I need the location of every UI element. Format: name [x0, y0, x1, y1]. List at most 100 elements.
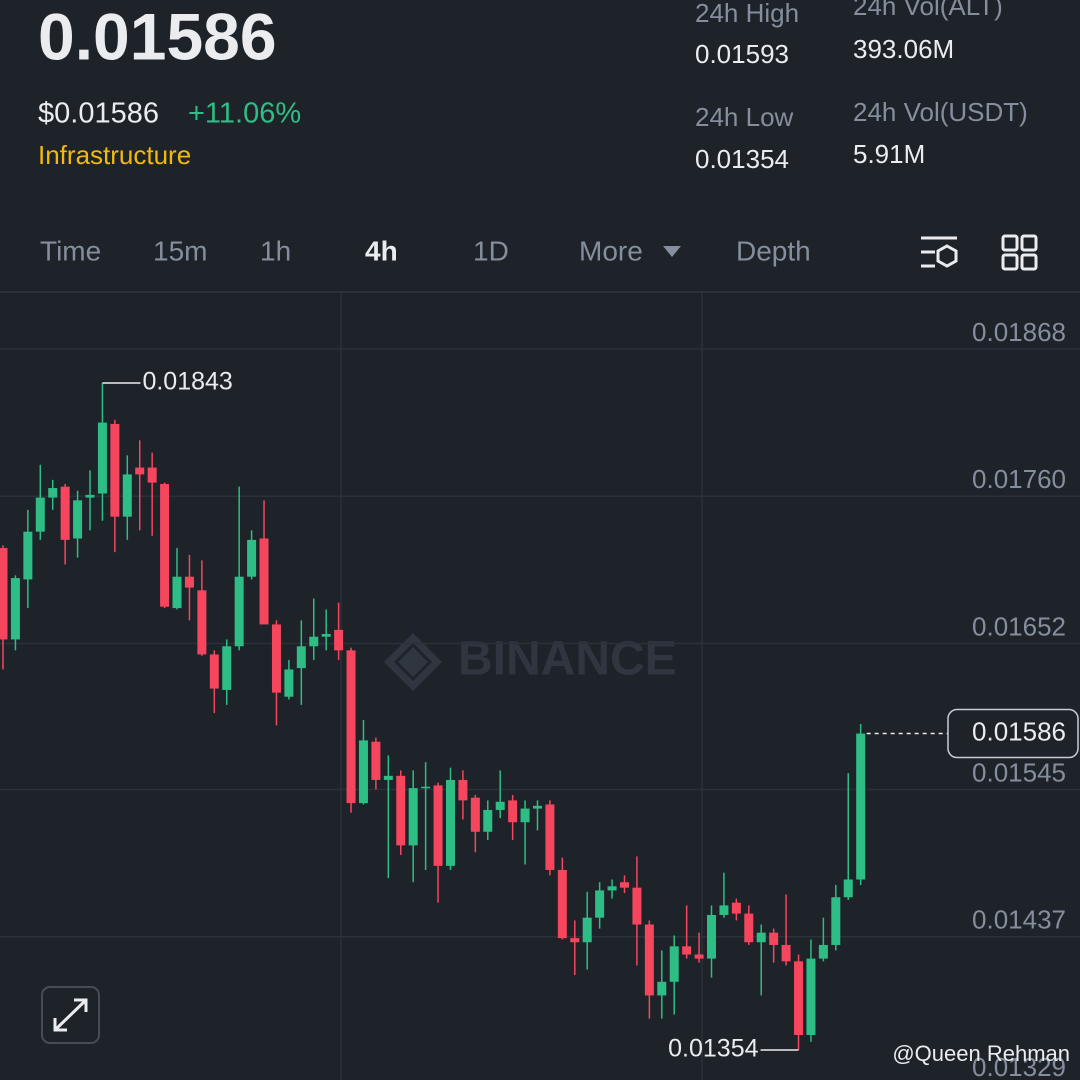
y-tick-label: 0.01329 — [972, 1052, 1066, 1080]
price-label-box — [947, 708, 1079, 759]
layout-icon[interactable] — [1001, 234, 1038, 271]
y-tick-label: 0.01545 — [972, 757, 1066, 787]
candle-body — [247, 539, 257, 577]
candle-body — [607, 886, 617, 891]
candle-body — [595, 890, 605, 918]
stat-label: 24h Low — [695, 102, 794, 132]
candle-body — [110, 423, 120, 517]
stat-label: 24h High — [695, 0, 799, 28]
candle-body — [0, 548, 8, 640]
candle-body — [197, 590, 207, 655]
candle-body — [744, 913, 754, 943]
candle-body — [818, 944, 828, 959]
stat-value: 393.06M — [853, 34, 954, 64]
low-label: 0.01354 — [668, 1035, 758, 1063]
candle-body — [259, 538, 269, 625]
candle-body — [843, 879, 853, 898]
candle-body — [495, 801, 505, 810]
candle-body — [346, 650, 356, 804]
candle-body — [35, 497, 45, 532]
candle-body — [856, 733, 866, 880]
candle-body — [135, 467, 145, 475]
candle-body — [383, 775, 393, 780]
candle-body — [421, 786, 431, 789]
current-price-label: 0.01586 — [972, 716, 1066, 746]
y-tick-label: 0.01652 — [972, 611, 1066, 641]
candle-body — [483, 809, 493, 832]
fullscreen-button[interactable] — [41, 986, 100, 1044]
candle-body — [620, 882, 629, 888]
candle-body — [48, 488, 58, 498]
candle-body — [209, 654, 219, 689]
candle-body — [520, 808, 530, 823]
watermark: BINANCE — [458, 633, 677, 686]
candle-body — [60, 486, 70, 540]
candle-body — [396, 775, 406, 846]
candle-body — [296, 646, 306, 669]
candle-body — [470, 797, 480, 832]
dropdown-arrow — [663, 246, 681, 257]
candle-body — [10, 578, 20, 640]
stat-label: 24h Vol(USDT) — [853, 97, 1028, 127]
candlestick-chart: BINANCE 0.01868 0.01760 0.01652 0.01545 0.01… — [0, 293, 1080, 1080]
candle-body — [85, 494, 95, 498]
candle-body — [731, 902, 741, 914]
candle-body — [644, 924, 654, 996]
y-tick-label: 0.01760 — [972, 464, 1066, 494]
interval-tab[interactable]: Time — [40, 235, 101, 266]
candle-body — [794, 961, 804, 1035]
stat-value: 0.01354 — [695, 144, 789, 174]
candle-body — [309, 636, 319, 647]
candle-body — [271, 624, 281, 693]
stat-label: 24h Vol(ALT) — [853, 0, 1003, 21]
interval-tab[interactable]: 15m — [153, 235, 207, 266]
candle-body — [97, 422, 107, 494]
candle-body — [122, 474, 132, 517]
y-tick-label: 0.01868 — [972, 317, 1066, 347]
candle-body — [508, 800, 518, 823]
candle-body — [321, 633, 331, 637]
credit-watermark: @Queen Rehman — [892, 1041, 1070, 1066]
candle-body — [433, 785, 443, 866]
candle-body — [408, 788, 418, 846]
more-tab[interactable]: More — [579, 235, 643, 266]
candle-body — [284, 669, 294, 697]
candle-body — [172, 576, 182, 609]
candle-body — [669, 946, 679, 982]
candle-body — [334, 629, 344, 651]
candle-body — [184, 576, 194, 588]
candle-body — [371, 741, 381, 780]
candle-body — [222, 646, 232, 690]
y-tick-label: 0.01437 — [972, 905, 1066, 935]
candle-body — [147, 467, 157, 483]
candle-body — [582, 917, 592, 943]
candle-body — [769, 932, 779, 945]
price-change: +11.06% — [188, 98, 301, 130]
candle-body — [707, 914, 717, 959]
category-tag[interactable]: Infrastructure — [38, 140, 191, 170]
candle-body — [445, 779, 455, 866]
stat-value: 5.91M — [853, 139, 925, 169]
candle-body — [831, 897, 841, 945]
candle-body — [358, 740, 368, 804]
candle-body — [719, 905, 729, 915]
interval-tab[interactable]: 4h — [365, 235, 398, 266]
interval-tab[interactable]: 1h — [260, 235, 291, 266]
candle-body — [694, 954, 704, 959]
candle-body — [632, 887, 642, 925]
candle-body — [160, 483, 170, 607]
candle-body — [806, 958, 816, 1035]
depth-tab[interactable]: Depth — [736, 235, 811, 266]
candle-body — [458, 779, 468, 801]
interval-tab[interactable]: 1D — [473, 235, 509, 266]
candle-body — [23, 531, 33, 580]
high-label: 0.01843 — [142, 368, 232, 396]
last-price: 0.01586 — [38, 0, 277, 73]
indicator-settings-icon[interactable] — [921, 236, 958, 268]
usd-price: $0.01586 — [38, 98, 159, 130]
candle-body — [657, 981, 667, 996]
candle-body — [545, 804, 555, 870]
stat-value: 0.01593 — [695, 39, 789, 69]
